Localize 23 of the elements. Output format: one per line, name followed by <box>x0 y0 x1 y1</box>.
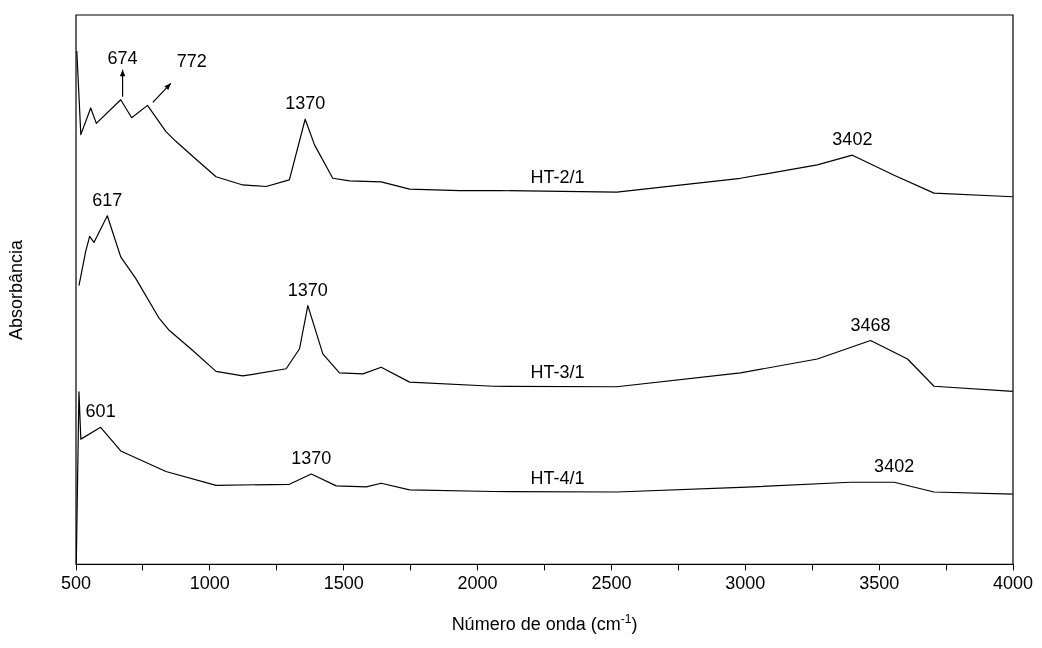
annotation: 617 <box>92 189 123 210</box>
annotation: 1370 <box>285 93 326 114</box>
x-tick-label: 2000 <box>457 573 498 594</box>
annotation: 601 <box>85 401 116 422</box>
series-label: HT-4/1 <box>530 467 585 488</box>
annotation: 3402 <box>874 456 915 477</box>
series-label: HT-2/1 <box>530 167 585 188</box>
x-tick-label: 3000 <box>725 573 766 594</box>
annotation: 1370 <box>287 279 328 300</box>
annotation: 1370 <box>291 448 332 469</box>
x-tick-label: 1500 <box>323 573 364 594</box>
x-tick-label: 500 <box>60 573 92 594</box>
x-tick-label: 4000 <box>992 573 1034 594</box>
annotation: 3468 <box>850 314 891 335</box>
x-tick-label: 1000 <box>189 573 230 594</box>
series-label: HT-3/1 <box>530 362 585 383</box>
x-axis-title: Número de onda (cm$^{-1}$) <box>450 612 639 635</box>
y-axis-title: Absorbância <box>5 239 27 341</box>
x-tick-label: 2500 <box>591 573 632 594</box>
x-tick-label: 3500 <box>859 573 900 594</box>
annotation: 3402 <box>832 129 873 150</box>
annotation: 772 <box>176 51 207 72</box>
annotation: 674 <box>107 47 138 68</box>
